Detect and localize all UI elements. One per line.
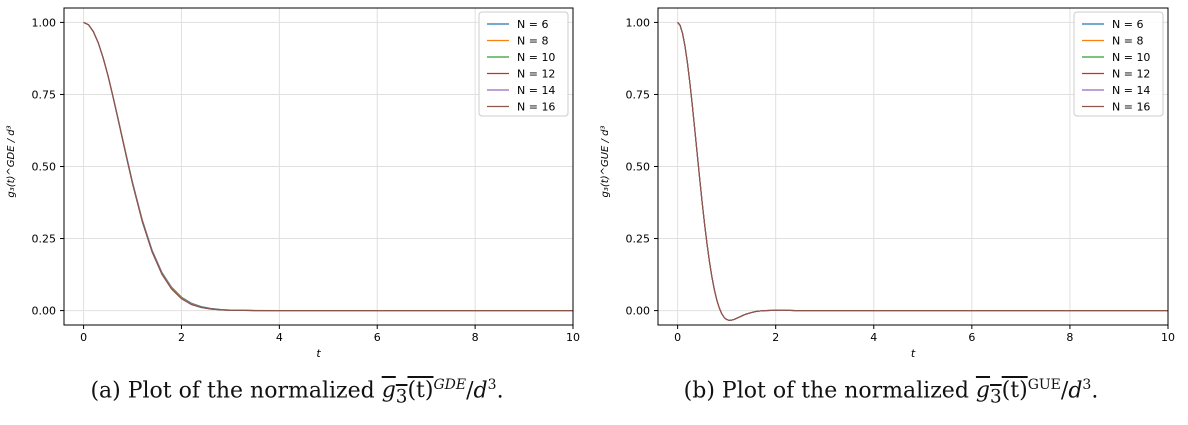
caption-b-d: d xyxy=(1068,378,1083,404)
y-tick-label: 0.25 xyxy=(32,233,57,246)
x-tick-label: 10 xyxy=(566,331,580,344)
x-axis-label: t xyxy=(911,347,916,360)
legend-label: N = 14 xyxy=(1112,84,1150,97)
x-tick-label: 0 xyxy=(674,331,681,344)
caption-a-prefix: (a) Plot of the normalized xyxy=(90,378,382,404)
caption-a: (a) Plot of the normalized g3(t)GDE/d3. xyxy=(0,377,594,408)
caption-b-prefix: (b) Plot of the normalized xyxy=(683,378,976,404)
x-axis-label: t xyxy=(316,347,321,360)
y-tick-label: 0.00 xyxy=(626,305,651,318)
x-tick-label: 2 xyxy=(772,331,779,344)
caption-b-slash: / xyxy=(1060,378,1069,404)
caption-a-dexp: 3 xyxy=(487,377,497,393)
y-tick-label: 0.50 xyxy=(626,161,651,174)
legend-label: N = 12 xyxy=(1112,68,1150,81)
y-tick-label: 0.75 xyxy=(32,88,57,101)
caption-a-d: d xyxy=(473,378,488,404)
caption-b-end: . xyxy=(1091,378,1099,404)
y-tick-label: 0.50 xyxy=(32,161,57,174)
chart-panel-b: 0 2 4 6 8 10 0.00 0.25 0.50 0.75 1.00 t g₃(t)^GUE / … xyxy=(600,7,1175,360)
y-tick-label: 0.75 xyxy=(626,88,651,101)
x-tick-label: 4 xyxy=(276,331,283,344)
x-tick-label: 2 xyxy=(178,331,185,344)
caption-b-dexp: 3 xyxy=(1082,377,1092,393)
caption-b-overline-expr: g3(t) xyxy=(975,378,1028,407)
x-tick-label: 6 xyxy=(374,331,381,344)
legend-label: N = 8 xyxy=(517,35,548,48)
x-tick-label: 0 xyxy=(80,331,87,344)
caption-a-overline-expr: g3(t) xyxy=(381,378,434,407)
caption-b-arg: (t) xyxy=(1001,378,1028,404)
x-tick-label: 10 xyxy=(1161,331,1175,344)
y-tick-label: 0.00 xyxy=(32,305,57,318)
y-axis-label: g₃(t)^GUE / d³ xyxy=(600,126,611,198)
x-tick-label: 4 xyxy=(870,331,877,344)
series-line-N16 xyxy=(677,22,1168,321)
caption-b-sup: GUE xyxy=(1027,377,1061,393)
legend-label: N = 8 xyxy=(1112,35,1143,48)
figure-canvas: 0 2 4 6 8 10 0.00 0.25 0.50 0.75 1.00 t g₃(t)^GDE / … xyxy=(6,7,1175,360)
legend-label: N = 14 xyxy=(517,84,555,97)
y-tick-label: 1.00 xyxy=(626,16,651,29)
legend-label: N = 10 xyxy=(1112,51,1150,64)
caption-b: (b) Plot of the normalized g3(t)GUE/d3. xyxy=(594,377,1188,408)
y-axis-label: g₃(t)^GDE / d³ xyxy=(6,125,17,197)
caption-a-sub: 3 xyxy=(395,386,408,408)
y-tick-label: 0.25 xyxy=(626,233,651,246)
legend-label: N = 16 xyxy=(517,101,555,114)
caption-a-slash: / xyxy=(466,378,474,404)
chart-panel-a: 0 2 4 6 8 10 0.00 0.25 0.50 0.75 1.00 t g₃(t)^GDE / … xyxy=(6,7,580,360)
x-tick-label: 8 xyxy=(1066,331,1073,344)
x-tick-label: 8 xyxy=(472,331,479,344)
legend: N = 6 N = 8 N = 10 N = 12 N = 14 N = 16 xyxy=(1073,11,1164,117)
legend-label: N = 10 xyxy=(517,51,555,64)
legend: N = 6 N = 8 N = 10 N = 12 N = 14 N = 16 xyxy=(478,11,569,117)
caption-a-end: . xyxy=(496,378,504,404)
x-tick-label: 6 xyxy=(968,331,975,344)
caption-a-arg: (t) xyxy=(407,378,434,404)
legend-label: N = 6 xyxy=(517,18,548,31)
caption-b-sub: 3 xyxy=(990,386,1002,408)
series-line-N16 xyxy=(83,21,573,312)
legend-label: N = 6 xyxy=(1112,18,1143,31)
y-tick-label: 1.00 xyxy=(32,16,57,29)
legend-label: N = 12 xyxy=(517,68,555,81)
caption-a-g: g xyxy=(381,378,396,404)
legend-label: N = 16 xyxy=(1112,101,1150,114)
caption-b-g: g xyxy=(975,378,990,404)
caption-a-sup: GDE xyxy=(433,377,467,393)
